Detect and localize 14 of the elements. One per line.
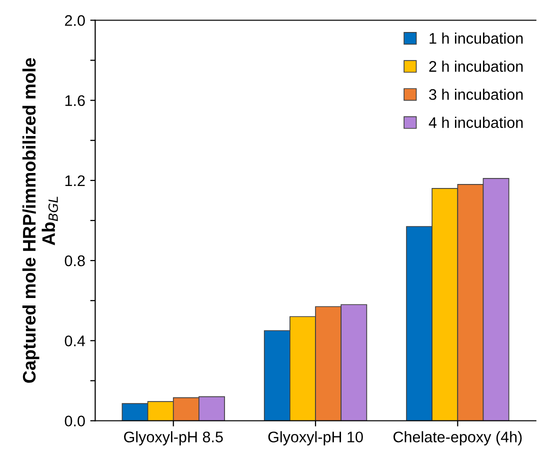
x-tick-label: Glyoxyl-pH 10	[268, 431, 363, 446]
x-tick-label: Chelate-epoxy (4h)	[393, 431, 522, 446]
legend-label: 4 h incubation	[428, 116, 523, 128]
legend-label: 3 h incubation	[429, 88, 523, 100]
y-tick-label: 0.4	[64, 336, 86, 346]
y-tick-label: 0.8	[64, 255, 85, 266]
legend-label: 2 h incubation	[429, 60, 523, 72]
y-tick-label: 1.2	[65, 175, 85, 186]
y-tick-label: 2.0	[65, 15, 85, 26]
x-tick-label: Glyoxyl-pH 8.5	[124, 431, 223, 446]
y-axis-title: Captured mole HRP/immobilized mole Ab$_{BGL}$	[22, 58, 58, 383]
y-tick-label: 1.6	[65, 95, 85, 106]
y-tick-label: 0.0	[64, 416, 85, 426]
legend-label: 1 h incubation	[430, 32, 523, 44]
